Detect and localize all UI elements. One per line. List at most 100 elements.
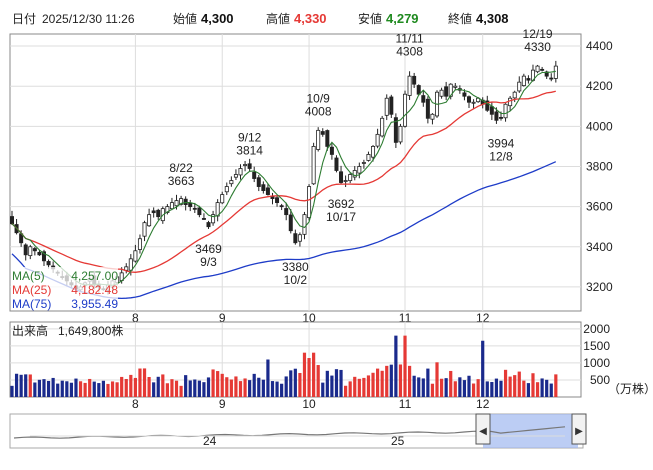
volume-bar xyxy=(298,372,302,397)
volume-bar xyxy=(540,378,544,397)
annotation-label: 3814 xyxy=(236,144,263,158)
ma-legend-bg xyxy=(11,267,118,310)
volume-bar xyxy=(522,380,526,397)
candle-body xyxy=(256,177,261,187)
candle-body xyxy=(398,125,403,143)
volume-bar xyxy=(51,377,55,397)
volume-bar xyxy=(88,378,92,397)
volume-bar xyxy=(275,381,279,397)
annotation-label: 3692 xyxy=(328,197,355,211)
volume-bar xyxy=(28,374,32,397)
candle-body xyxy=(197,207,202,216)
volume-bar xyxy=(417,377,421,397)
close-value: 4,308 xyxy=(476,11,509,26)
open-value: 4,300 xyxy=(201,11,234,26)
candle-body xyxy=(512,91,517,99)
volume-bar xyxy=(344,385,348,397)
volume-bar xyxy=(270,381,275,397)
navigator-left-handle[interactable] xyxy=(475,413,491,445)
volume-bar xyxy=(293,368,297,397)
candle-body xyxy=(316,129,321,150)
candle-body xyxy=(553,65,558,79)
volume-bar xyxy=(476,379,480,397)
volume-bar xyxy=(120,376,124,397)
volume-tick-label: 1500 xyxy=(583,339,610,353)
candle-body xyxy=(453,85,458,88)
candle-body xyxy=(307,186,312,219)
low-value: 4,279 xyxy=(386,11,419,26)
candle-body xyxy=(46,261,51,266)
candle-body xyxy=(288,214,293,232)
right-handle-arrow-icon: ▶ xyxy=(575,426,583,437)
volume-bar xyxy=(545,379,549,397)
volume-bar xyxy=(106,383,110,397)
candle-body xyxy=(535,65,540,73)
volume-bar xyxy=(69,382,74,397)
candle-body xyxy=(389,96,394,115)
candle-body xyxy=(489,106,494,115)
price-tick-label: 3600 xyxy=(586,200,613,214)
ma75-label: MA(75) xyxy=(12,297,51,311)
volume-month-label: 11 xyxy=(399,397,412,411)
price-tick-label: 4400 xyxy=(586,39,613,53)
volume-bar xyxy=(439,378,444,397)
volume-bar xyxy=(56,383,60,397)
candle-body xyxy=(352,170,357,178)
candle-body xyxy=(142,222,147,237)
volume-bar xyxy=(83,382,87,397)
candle-body xyxy=(211,214,216,224)
candle-body xyxy=(320,131,325,135)
candle-body xyxy=(279,205,284,208)
candle-body xyxy=(466,96,471,103)
volume-bar xyxy=(142,368,147,397)
volume-bar xyxy=(398,364,403,397)
candle-body xyxy=(325,130,330,147)
volume-bar xyxy=(549,383,553,397)
candle-body xyxy=(521,75,526,87)
volume-tick-label: 1000 xyxy=(583,356,610,370)
volume-bar xyxy=(193,379,197,397)
volume-bar xyxy=(535,382,540,397)
candle-body xyxy=(37,251,42,256)
candle-body xyxy=(421,95,426,103)
candle-body xyxy=(265,187,270,195)
volume-bar xyxy=(339,369,343,397)
price-tick-label: 3400 xyxy=(586,240,613,254)
candle-body xyxy=(9,216,14,225)
volume-tick-label: 500 xyxy=(590,373,610,387)
navigator-selection[interactable] xyxy=(483,414,578,448)
volume-bar xyxy=(289,370,293,397)
navigator-right-handle[interactable] xyxy=(571,413,587,445)
annotation-label: 10/2 xyxy=(284,273,308,287)
volume-bar xyxy=(46,380,51,397)
volume-bar xyxy=(316,365,320,397)
volume-bar xyxy=(471,383,476,397)
candle-body xyxy=(526,78,531,81)
candle-body xyxy=(179,198,184,205)
candle-body xyxy=(133,250,138,262)
volume-bar xyxy=(394,335,398,397)
volume-bar xyxy=(348,381,352,397)
annotation-label: 4308 xyxy=(396,45,423,59)
left-handle-arrow-icon: ◀ xyxy=(479,426,487,437)
price-tick-label: 3800 xyxy=(586,159,613,173)
volume-bar xyxy=(458,377,462,397)
navigator[interactable]: ◀ ▶ 24 25 xyxy=(9,413,587,449)
candle-body xyxy=(128,258,133,271)
candle-body xyxy=(297,234,302,242)
volume-month-labels: 8 9 10 11 12 xyxy=(132,397,490,411)
candle-body xyxy=(275,197,280,204)
volume-bar xyxy=(508,376,512,397)
volume-bar xyxy=(357,378,361,397)
ma5-label: MA(5) xyxy=(12,269,45,283)
volume-bar xyxy=(494,378,499,397)
volume-bar xyxy=(353,376,357,397)
annotation-label: 12/8 xyxy=(489,150,513,164)
annotation-label: 10/17 xyxy=(326,210,356,224)
candle-body xyxy=(261,184,266,191)
volume-bar xyxy=(234,376,238,397)
volume-bar xyxy=(362,377,366,397)
candle-body xyxy=(361,162,366,164)
volume-bar xyxy=(14,373,19,397)
